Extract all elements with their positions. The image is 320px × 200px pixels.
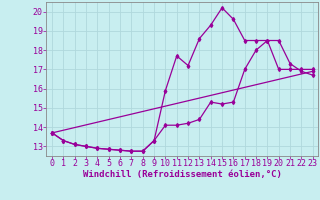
X-axis label: Windchill (Refroidissement éolien,°C): Windchill (Refroidissement éolien,°C) [83, 170, 282, 179]
